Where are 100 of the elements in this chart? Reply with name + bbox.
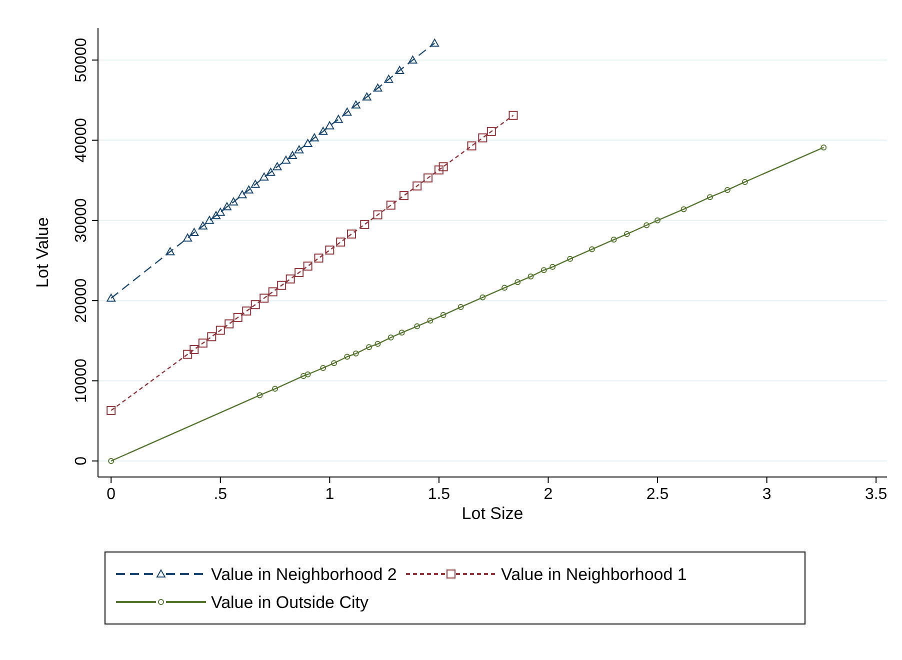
point bbox=[398, 330, 405, 336]
point bbox=[294, 268, 304, 278]
point bbox=[106, 406, 116, 415]
point bbox=[318, 126, 328, 135]
point bbox=[310, 133, 319, 142]
point bbox=[550, 264, 556, 270]
point bbox=[588, 246, 595, 252]
point bbox=[108, 458, 114, 464]
point bbox=[412, 181, 422, 190]
point bbox=[260, 172, 269, 181]
point bbox=[624, 231, 630, 238]
y-tick-label: 40000 bbox=[73, 118, 90, 162]
point bbox=[374, 340, 381, 347]
point bbox=[288, 150, 298, 159]
point bbox=[388, 334, 394, 340]
point bbox=[303, 262, 312, 271]
point bbox=[331, 360, 338, 366]
point bbox=[408, 56, 418, 64]
point bbox=[427, 318, 434, 324]
point bbox=[244, 185, 254, 194]
point bbox=[268, 287, 278, 296]
point bbox=[250, 300, 260, 310]
point bbox=[362, 92, 372, 100]
point bbox=[216, 326, 225, 335]
y-tick-label: 10000 bbox=[73, 358, 90, 404]
point bbox=[540, 267, 547, 274]
point bbox=[183, 350, 192, 359]
point bbox=[395, 66, 404, 74]
point bbox=[325, 246, 334, 255]
point bbox=[644, 222, 650, 228]
point bbox=[266, 168, 276, 176]
x-tick-label: 1 bbox=[325, 486, 334, 503]
point bbox=[183, 234, 192, 242]
x-tick-label: 3 bbox=[762, 486, 772, 503]
point bbox=[272, 162, 282, 170]
point bbox=[212, 211, 221, 220]
y-tick-label: 50000 bbox=[73, 38, 90, 82]
point bbox=[414, 323, 420, 330]
point bbox=[438, 162, 448, 172]
y-tick-label: 0 bbox=[73, 456, 90, 466]
point bbox=[386, 200, 396, 210]
point bbox=[654, 217, 661, 224]
point bbox=[233, 312, 242, 322]
point bbox=[514, 279, 521, 286]
legend-label: Value in Neighborhood 2 bbox=[211, 565, 397, 584]
point bbox=[706, 194, 713, 200]
point bbox=[680, 206, 687, 212]
x-tick-label: 3.5 bbox=[864, 486, 888, 503]
point bbox=[567, 256, 574, 262]
point bbox=[314, 254, 324, 263]
point bbox=[256, 392, 263, 398]
y-axis-title: Lot Value bbox=[33, 217, 52, 288]
point bbox=[336, 238, 346, 247]
point bbox=[373, 84, 382, 92]
x-tick-label: 2.5 bbox=[646, 486, 669, 503]
point bbox=[229, 197, 238, 206]
point bbox=[222, 202, 232, 210]
point bbox=[277, 280, 286, 290]
point bbox=[742, 178, 748, 185]
point bbox=[190, 345, 199, 354]
x-axis-title: Lot Size bbox=[462, 504, 524, 523]
point bbox=[224, 319, 234, 328]
point bbox=[360, 220, 370, 229]
point bbox=[198, 338, 208, 348]
point bbox=[424, 173, 433, 182]
point bbox=[344, 354, 350, 360]
legend-label: Value in Outside City bbox=[211, 593, 369, 612]
point bbox=[342, 108, 352, 116]
x-tick-label: .5 bbox=[214, 486, 228, 503]
point bbox=[724, 186, 730, 193]
point bbox=[106, 294, 116, 302]
point bbox=[430, 38, 440, 47]
point bbox=[434, 165, 444, 174]
point bbox=[440, 312, 446, 318]
legend-label: Value in Neighborhood 1 bbox=[501, 565, 687, 584]
point bbox=[207, 332, 216, 342]
point bbox=[304, 371, 311, 378]
point bbox=[458, 304, 464, 310]
point bbox=[242, 306, 252, 316]
point bbox=[502, 284, 508, 291]
point bbox=[260, 294, 269, 303]
point bbox=[325, 121, 334, 130]
point bbox=[294, 145, 304, 154]
point bbox=[166, 247, 175, 256]
point bbox=[351, 100, 360, 108]
point bbox=[366, 344, 372, 350]
point bbox=[352, 350, 359, 357]
point bbox=[281, 156, 290, 164]
point bbox=[303, 138, 312, 147]
point bbox=[204, 216, 214, 224]
x-tick-label: 0 bbox=[106, 486, 116, 503]
point bbox=[528, 274, 534, 280]
point bbox=[250, 180, 260, 188]
point bbox=[198, 222, 208, 230]
point bbox=[320, 364, 326, 371]
point bbox=[467, 141, 476, 150]
y-tick-label: 30000 bbox=[73, 198, 90, 243]
point bbox=[190, 228, 199, 236]
point bbox=[238, 190, 247, 198]
point bbox=[384, 74, 394, 83]
